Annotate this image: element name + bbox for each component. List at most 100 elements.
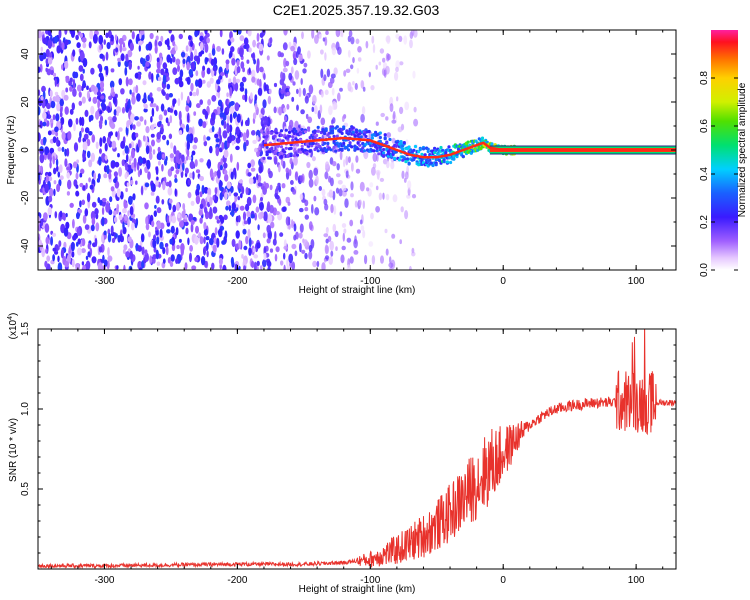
noise-blob: [269, 184, 273, 191]
noise-blob: [199, 158, 204, 163]
noise-blob: [53, 188, 56, 197]
noise-blob: [290, 180, 294, 185]
noise-blob: [250, 260, 255, 268]
noise-blob: [82, 68, 85, 74]
noise-blob: [91, 217, 96, 226]
track-halo: [335, 125, 339, 129]
track-halo: [421, 147, 426, 151]
noise-blob: [380, 112, 386, 118]
noise-blob: [159, 52, 163, 59]
noise-blob: [38, 132, 41, 142]
noise-blob: [242, 228, 247, 235]
noise-blob: [350, 36, 355, 45]
noise-blob: [146, 54, 150, 61]
noise-blob: [138, 73, 142, 80]
noise-blob: [204, 110, 209, 120]
noise-blob: [308, 221, 313, 231]
colorbar-gradient: [711, 30, 738, 270]
noise-blob: [291, 96, 295, 102]
noise-blob: [196, 55, 201, 65]
track-halo: [340, 147, 344, 151]
noise-blob: [303, 62, 308, 68]
noise-blob: [138, 40, 143, 46]
noise-blob: [233, 112, 238, 118]
track-halo: [429, 161, 433, 165]
noise-blob: [223, 162, 228, 169]
noise-blob: [103, 230, 107, 236]
noise-blob: [259, 66, 264, 73]
noise-blob: [82, 141, 88, 151]
noise-blob: [283, 245, 289, 250]
track-halo: [407, 145, 411, 149]
noise-blob: [206, 81, 211, 88]
track-halo: [354, 128, 359, 132]
track-halo: [337, 144, 341, 148]
track-halo: [413, 144, 418, 149]
noise-blob: [55, 158, 59, 167]
track-halo: [439, 145, 443, 150]
signal-track: [262, 125, 676, 168]
noise-blob: [82, 264, 87, 270]
noise-blob: [294, 171, 298, 181]
noise-blob: [345, 170, 349, 178]
noise-blob: [133, 157, 137, 168]
noise-blob: [215, 146, 220, 157]
noise-blob: [274, 253, 278, 262]
noise-blob: [246, 196, 252, 206]
noise-blob: [283, 252, 286, 260]
noise-blob: [353, 250, 359, 255]
noise-blob: [194, 48, 198, 58]
noise-blob: [202, 121, 207, 129]
noise-blob: [154, 204, 157, 209]
noise-blob: [160, 127, 164, 134]
noise-blob: [234, 81, 239, 92]
noise-blob: [206, 250, 209, 258]
track-halo: [423, 153, 427, 157]
noise-blob: [135, 132, 139, 138]
noise-blob: [288, 72, 293, 81]
noise-blob: [177, 64, 180, 72]
noise-blob: [229, 87, 233, 97]
noise-blob: [175, 227, 179, 236]
noise-blob: [199, 42, 204, 51]
noise-blob: [161, 164, 164, 172]
noise-blob: [283, 107, 287, 113]
noise-blob: [392, 194, 398, 203]
noise-blob: [254, 212, 257, 221]
noise-blob: [345, 68, 351, 74]
noise-blob: [49, 147, 55, 154]
noise-blob: [313, 167, 319, 176]
noise-blob: [299, 207, 304, 213]
noise-blob: [371, 166, 376, 176]
snr-line: [38, 329, 676, 569]
noise-blob: [148, 152, 153, 161]
noise-blob: [248, 247, 252, 256]
track-halo: [345, 129, 349, 133]
noise-blob: [218, 257, 223, 266]
noise-blob: [160, 103, 165, 112]
noise-blob: [343, 70, 347, 77]
noise-blob: [162, 91, 166, 96]
noise-blob: [333, 67, 338, 75]
noise-blob: [122, 207, 127, 214]
track-halo: [393, 156, 397, 161]
noise-blob: [190, 51, 194, 62]
noise-blob: [337, 92, 341, 102]
noise-blob: [49, 118, 54, 124]
noise-blob: [56, 45, 61, 54]
noise-blob: [391, 119, 397, 124]
noise-blob: [231, 238, 236, 248]
noise-blob: [343, 159, 346, 168]
track-halo: [412, 148, 416, 152]
noise-blob: [171, 244, 176, 252]
track-halo: [335, 141, 339, 145]
noise-blob: [57, 255, 60, 263]
x-tick-label: -100: [360, 276, 380, 287]
noise-blob: [110, 186, 115, 192]
noise-blob: [206, 67, 211, 75]
noise-blob: [285, 216, 290, 226]
noise-blob: [372, 152, 378, 162]
noise-blob: [84, 127, 90, 134]
noise-blob: [375, 169, 381, 176]
track-halo: [399, 140, 403, 144]
